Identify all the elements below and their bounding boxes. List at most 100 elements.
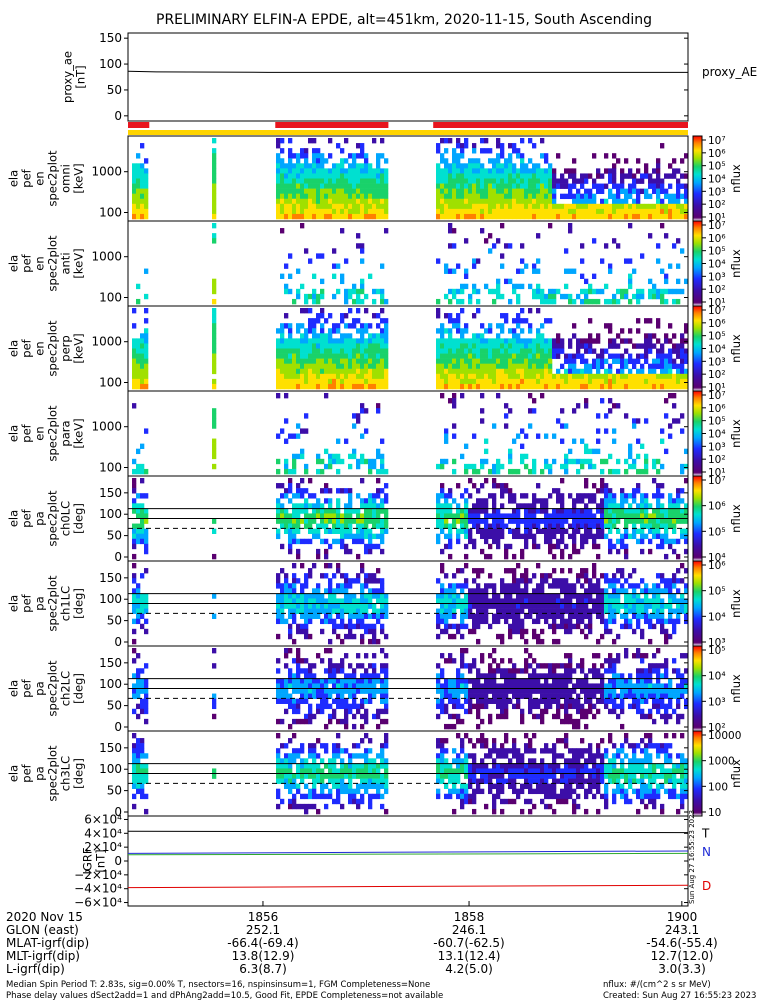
spec-cell (504, 358, 509, 364)
spec-cell (352, 208, 357, 215)
spec-cell (608, 338, 613, 344)
spec-cell (444, 188, 449, 194)
pa-cell (664, 518, 669, 524)
spec-cell (300, 453, 305, 460)
spec-cell (552, 348, 557, 354)
spec-cell (664, 448, 669, 455)
spec-cell (380, 203, 385, 210)
spec-cell (528, 378, 533, 385)
pa-cell (280, 698, 285, 704)
spec-cell (500, 323, 505, 329)
spec-cell (320, 348, 325, 354)
spec-cell (140, 368, 145, 375)
pa-cell (492, 603, 497, 609)
pa-cell (668, 493, 673, 499)
pa-cell (304, 608, 309, 614)
spec-cell (132, 368, 137, 375)
pa-cell (608, 488, 613, 494)
pa-cell (524, 613, 529, 619)
spec-cell (616, 353, 621, 359)
spec-cell (320, 308, 325, 314)
spec-cell (616, 333, 621, 339)
pa-cell (436, 713, 441, 720)
spec-cell (336, 163, 341, 169)
spec-cell (548, 173, 553, 179)
spec-cell (368, 273, 373, 279)
pa-cell (664, 508, 669, 514)
pa-cell (276, 513, 281, 519)
pa-cell (572, 593, 577, 599)
spec-cell (636, 373, 641, 380)
pa-cell (484, 673, 489, 679)
pa-cell (344, 653, 349, 659)
spec-cell (368, 208, 373, 215)
spec-cell (492, 203, 497, 210)
spec-cell (436, 368, 441, 375)
pa-cell (484, 613, 489, 619)
spec-cell (528, 138, 533, 144)
ytick-label: 100 (99, 461, 122, 475)
pa-cell (380, 663, 385, 669)
pa-cell (524, 628, 529, 635)
pa-cell (616, 538, 621, 545)
pa-cell (300, 538, 305, 545)
pa-cell (440, 668, 445, 674)
pa-cell (296, 548, 301, 555)
spec-cell (660, 208, 665, 215)
spec-cell (492, 213, 497, 220)
spec-cell (212, 358, 217, 364)
spec-cell (328, 363, 333, 370)
spec-cell (212, 188, 217, 194)
pa-cell (556, 583, 561, 589)
spec-cell (552, 338, 557, 344)
spec-cell (512, 333, 517, 339)
spec-cell (336, 213, 341, 220)
pa-cell (536, 583, 541, 589)
pa-cell (612, 598, 617, 604)
spec-cell (304, 383, 309, 390)
pa-cell (444, 613, 449, 619)
pa-cell (496, 483, 501, 489)
pa-cell (316, 688, 321, 694)
pa-cell (568, 608, 573, 614)
spec-cell (504, 168, 509, 174)
pa-cell (300, 688, 305, 694)
pa-cell (600, 518, 605, 524)
spec-cell (544, 378, 549, 385)
spec-cell (660, 293, 665, 300)
pa-cell (364, 668, 369, 674)
spec-cell (600, 348, 605, 354)
pa-cell (448, 513, 453, 519)
spec-cell (500, 193, 505, 200)
spec-cell (316, 348, 321, 354)
pa-cell (144, 708, 149, 715)
pa-cell (492, 483, 497, 489)
pa-cell (580, 593, 585, 599)
pa-cell (512, 578, 517, 584)
pa-cell (436, 663, 441, 669)
pa-cell (324, 483, 329, 489)
pa-cell (564, 513, 569, 519)
spec-cell (276, 208, 281, 215)
pa-cell (608, 548, 613, 555)
spec-cell (448, 373, 453, 380)
spec-cell (372, 358, 377, 364)
pa-cell (308, 518, 313, 524)
pa-cell (384, 688, 389, 694)
pa-cell (320, 523, 325, 529)
spec-cell (668, 373, 673, 380)
spec-cell (284, 373, 289, 380)
pa-cell (384, 518, 389, 524)
spec-cell (312, 368, 317, 375)
spec-cell (616, 203, 621, 210)
spec-cell (500, 148, 505, 154)
pa-cell (500, 578, 505, 584)
spec-cell (312, 338, 317, 344)
pa-cell (632, 613, 637, 619)
pa-cell (652, 593, 657, 599)
spec-cell (340, 378, 345, 385)
pa-cell (536, 543, 541, 550)
pa-cell (140, 523, 145, 529)
pa-cell (676, 598, 681, 604)
spec-cell (532, 203, 537, 210)
